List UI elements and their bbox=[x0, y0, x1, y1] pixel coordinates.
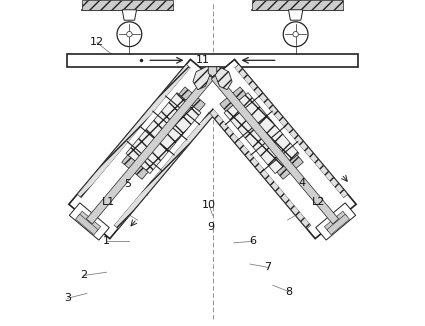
Circle shape bbox=[127, 32, 132, 37]
Circle shape bbox=[283, 22, 308, 47]
Polygon shape bbox=[220, 87, 246, 111]
Polygon shape bbox=[76, 214, 98, 235]
Polygon shape bbox=[324, 211, 347, 232]
Polygon shape bbox=[194, 59, 356, 239]
Text: 9: 9 bbox=[207, 222, 215, 231]
Polygon shape bbox=[277, 155, 303, 179]
Text: 3: 3 bbox=[64, 293, 71, 303]
Polygon shape bbox=[224, 93, 299, 173]
Circle shape bbox=[117, 22, 142, 47]
Polygon shape bbox=[122, 155, 148, 179]
Polygon shape bbox=[69, 203, 109, 240]
Text: L1: L1 bbox=[102, 197, 115, 207]
Polygon shape bbox=[82, 68, 223, 225]
Text: 4: 4 bbox=[299, 178, 306, 187]
Polygon shape bbox=[252, 0, 343, 10]
Polygon shape bbox=[126, 93, 201, 173]
Text: 11: 11 bbox=[196, 55, 210, 65]
Polygon shape bbox=[289, 10, 303, 20]
Text: 6: 6 bbox=[250, 236, 257, 246]
Polygon shape bbox=[213, 67, 232, 90]
Polygon shape bbox=[77, 65, 190, 198]
Polygon shape bbox=[69, 59, 231, 239]
Bar bbox=[68, 54, 357, 67]
Polygon shape bbox=[114, 95, 227, 229]
Polygon shape bbox=[198, 95, 311, 229]
Polygon shape bbox=[208, 67, 217, 77]
Polygon shape bbox=[202, 68, 343, 225]
Text: 1: 1 bbox=[103, 236, 110, 246]
Text: 12: 12 bbox=[90, 37, 104, 47]
Polygon shape bbox=[86, 74, 214, 224]
Polygon shape bbox=[179, 87, 205, 111]
Polygon shape bbox=[78, 211, 101, 232]
Polygon shape bbox=[316, 203, 356, 240]
Polygon shape bbox=[193, 67, 212, 90]
Text: 8: 8 bbox=[286, 287, 293, 297]
Text: 10: 10 bbox=[202, 200, 216, 210]
Polygon shape bbox=[122, 10, 136, 20]
Text: 7: 7 bbox=[264, 262, 272, 272]
Circle shape bbox=[293, 32, 298, 37]
Polygon shape bbox=[235, 65, 348, 198]
Polygon shape bbox=[82, 0, 173, 10]
Text: 5: 5 bbox=[124, 179, 131, 189]
Text: L2: L2 bbox=[312, 197, 325, 207]
Polygon shape bbox=[327, 214, 349, 235]
Text: 2: 2 bbox=[80, 271, 87, 280]
Polygon shape bbox=[211, 74, 339, 224]
